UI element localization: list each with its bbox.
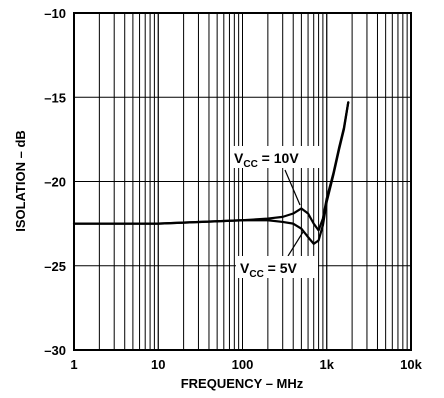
annotation-10v-rest: = 10V	[258, 150, 300, 166]
annotation-10v-sub: CC	[243, 159, 257, 170]
tick-labels: 1 10 100 1k 10k –10 –15 –20 –25 –30	[44, 6, 422, 372]
annotation-5v-leader	[287, 231, 304, 257]
x-axis-label: FREQUENCY – MHz	[181, 376, 304, 391]
x-tick-label: 1k	[320, 357, 335, 372]
annotation-5v-main: V	[240, 260, 250, 276]
annotation-10v-bg	[230, 146, 320, 168]
annotation-10v-leader	[284, 169, 301, 206]
annotation-10v-main: V	[234, 150, 244, 166]
annotation-10v: VCC = 10V	[234, 150, 299, 170]
y-tick-label: –30	[44, 343, 66, 358]
y-tick-label: –10	[44, 6, 66, 21]
y-tick-label: –20	[44, 175, 66, 190]
x-tick-label: 10k	[400, 357, 422, 372]
x-tick-label: 100	[232, 357, 254, 372]
plot-frame	[73, 12, 412, 351]
x-tick-label: 10	[151, 357, 165, 372]
grid-layer	[73, 12, 412, 351]
annotation-5v: VCC = 5V	[240, 260, 298, 280]
y-tick-label: –25	[44, 259, 66, 274]
series-layer	[72, 101, 350, 245]
annotation-5v-bg	[236, 256, 318, 278]
y-tick-label: –15	[44, 90, 66, 105]
x-tick-label: 1	[70, 357, 77, 372]
annotation-5v-sub: CC	[249, 269, 263, 280]
annotation-5v-rest: = 5V	[264, 260, 298, 276]
y-axis-label: ISOLATION – dB	[13, 130, 28, 232]
series-line-vcc-5v	[72, 101, 350, 245]
